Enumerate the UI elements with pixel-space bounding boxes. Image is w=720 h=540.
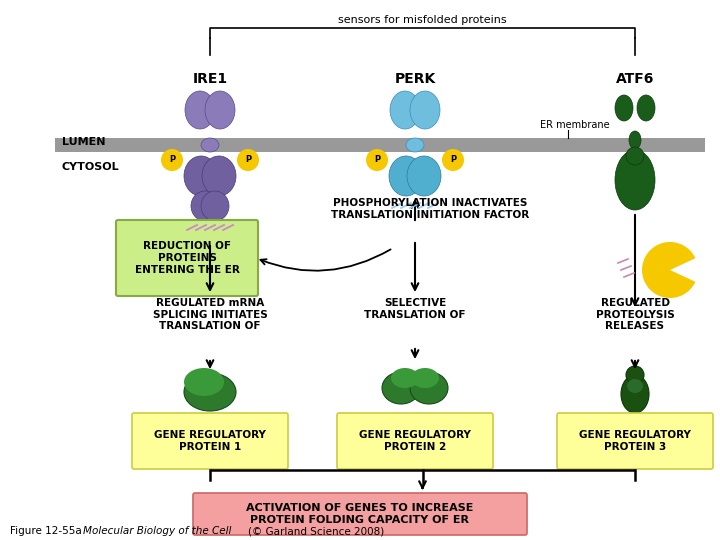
FancyBboxPatch shape: [116, 220, 258, 296]
Text: PERK: PERK: [395, 72, 436, 86]
Text: LUMEN: LUMEN: [62, 137, 106, 147]
Ellipse shape: [615, 95, 633, 121]
FancyBboxPatch shape: [337, 413, 493, 469]
Text: P: P: [169, 156, 175, 165]
Ellipse shape: [407, 156, 441, 196]
Ellipse shape: [626, 147, 644, 165]
Text: P: P: [450, 156, 456, 165]
Ellipse shape: [184, 373, 236, 411]
Text: REGULATED
PROTEOLYSIS
RELEASES: REGULATED PROTEOLYSIS RELEASES: [595, 298, 675, 331]
Text: ER membrane: ER membrane: [540, 120, 610, 130]
Text: GENE REGULATORY
PROTEIN 2: GENE REGULATORY PROTEIN 2: [359, 430, 471, 452]
Ellipse shape: [615, 150, 655, 210]
Ellipse shape: [201, 191, 229, 221]
Text: GENE REGULATORY
PROTEIN 1: GENE REGULATORY PROTEIN 1: [154, 430, 266, 452]
Ellipse shape: [627, 379, 643, 393]
Ellipse shape: [191, 191, 219, 221]
Ellipse shape: [389, 156, 423, 196]
Circle shape: [161, 149, 183, 171]
FancyBboxPatch shape: [557, 413, 713, 469]
FancyBboxPatch shape: [132, 413, 288, 469]
Ellipse shape: [637, 95, 655, 121]
Ellipse shape: [626, 366, 644, 384]
Ellipse shape: [382, 372, 420, 404]
Text: CYTOSOL: CYTOSOL: [62, 162, 120, 172]
Ellipse shape: [411, 368, 439, 388]
FancyBboxPatch shape: [193, 493, 527, 535]
Ellipse shape: [629, 131, 641, 149]
Text: (© Garland Science 2008): (© Garland Science 2008): [248, 526, 384, 536]
Text: P: P: [374, 156, 380, 165]
Circle shape: [237, 149, 259, 171]
Circle shape: [442, 149, 464, 171]
Bar: [55, 138, 705, 152]
Circle shape: [366, 149, 388, 171]
Text: ACTIVATION OF GENES TO INCREASE
PROTEIN FOLDING CAPACITY OF ER: ACTIVATION OF GENES TO INCREASE PROTEIN …: [246, 503, 474, 525]
Ellipse shape: [205, 91, 235, 129]
Ellipse shape: [406, 138, 424, 152]
Text: IRE1: IRE1: [192, 72, 228, 86]
Text: ATF6: ATF6: [616, 72, 654, 86]
Ellipse shape: [184, 368, 224, 396]
Text: REGULATED mRNA
SPLICING INITIATES
TRANSLATION OF: REGULATED mRNA SPLICING INITIATES TRANSL…: [153, 298, 267, 331]
Ellipse shape: [391, 368, 419, 388]
Ellipse shape: [621, 375, 649, 413]
Ellipse shape: [202, 156, 236, 196]
Ellipse shape: [410, 372, 448, 404]
Wedge shape: [642, 242, 696, 298]
Text: P: P: [245, 156, 251, 165]
Text: GENE REGULATORY
PROTEIN 3: GENE REGULATORY PROTEIN 3: [579, 430, 691, 452]
Text: PHOSPHORYLATION INACTIVATES
TRANSLATION INITIATION FACTOR: PHOSPHORYLATION INACTIVATES TRANSLATION …: [331, 198, 529, 220]
Text: SELECTIVE
TRANSLATION OF: SELECTIVE TRANSLATION OF: [364, 298, 466, 320]
Ellipse shape: [184, 156, 218, 196]
Ellipse shape: [185, 91, 215, 129]
Text: Figure 12-55a: Figure 12-55a: [10, 526, 89, 536]
Text: Molecular Biology of the Cell: Molecular Biology of the Cell: [83, 526, 231, 536]
Ellipse shape: [201, 138, 219, 152]
Ellipse shape: [410, 91, 440, 129]
Text: REDUCTION OF
PROTEINS
ENTERING THE ER: REDUCTION OF PROTEINS ENTERING THE ER: [135, 241, 240, 275]
Ellipse shape: [390, 91, 420, 129]
Text: sensors for misfolded proteins: sensors for misfolded proteins: [338, 15, 507, 25]
